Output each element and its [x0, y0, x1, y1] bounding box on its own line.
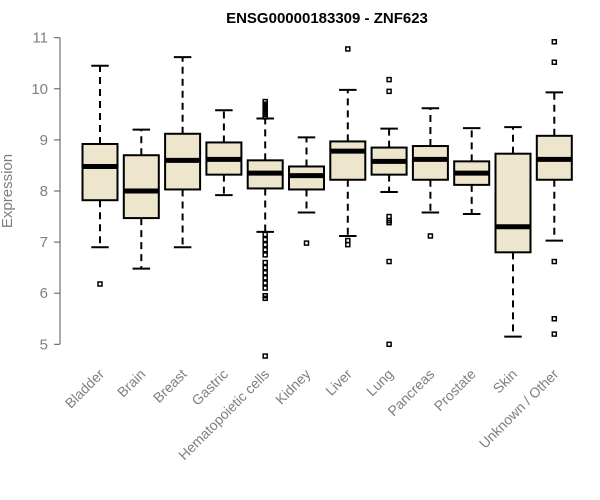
x-tick-label: Brain: [114, 366, 148, 400]
outlier-point: [262, 285, 268, 291]
outlier-point: [262, 252, 268, 258]
iqr-box: [411, 145, 449, 181]
y-axis: 5 6 7 8 9 10 11: [31, 30, 61, 353]
x-tick-label: Lung: [363, 366, 396, 399]
box-kidney: [288, 136, 325, 246]
box-bladder: [81, 64, 119, 287]
y-tick-label: 11: [32, 30, 48, 47]
outlier-point: [262, 247, 268, 253]
iqr-box: [329, 140, 367, 181]
box-skin: [494, 126, 532, 338]
outlier-point: [262, 114, 268, 120]
outlier-point: [262, 280, 268, 286]
iqr-box: [122, 154, 160, 220]
box-brain: [122, 128, 160, 270]
x-tick-label: Liver: [322, 366, 355, 399]
box-lung: [370, 76, 408, 348]
outlier-point: [262, 241, 268, 248]
x-tick-label: Kidney: [272, 366, 314, 408]
outlier-point: [345, 241, 351, 248]
y-tick-label: 7: [40, 234, 48, 251]
box-series: [81, 39, 573, 359]
x-tick-label: Bladder: [62, 366, 108, 412]
outlier-point: [262, 236, 268, 243]
outlier-point: [386, 88, 392, 95]
outlier-point: [262, 270, 268, 276]
outlier-point: [262, 231, 268, 238]
box-hematopoietic-cells: [246, 98, 284, 359]
box-prostate: [453, 127, 491, 215]
outlier-point: [386, 341, 392, 348]
y-tick-label: 5: [40, 336, 48, 353]
iqr-box: [494, 152, 532, 254]
outlier-point: [262, 353, 268, 359]
box-pancreas: [411, 107, 449, 239]
y-tick-label: 9: [40, 132, 48, 149]
outlier-point: [551, 331, 558, 337]
outlier-point: [262, 275, 268, 281]
outlier-point: [386, 258, 392, 265]
x-tick-label: Prostate: [431, 366, 479, 414]
outlier-point: [262, 259, 268, 266]
outlier-point: [262, 295, 268, 302]
outlier-point: [386, 219, 392, 226]
outlier-point: [303, 240, 310, 246]
box-breast: [164, 56, 202, 249]
outlier-point: [551, 258, 558, 265]
box-liver: [329, 46, 367, 248]
outlier-point: [345, 46, 351, 52]
chart-title: ENSG00000183309 - ZNF623: [226, 10, 428, 27]
y-tick-label: 8: [40, 183, 48, 200]
outlier-point: [551, 39, 558, 45]
outlier-point: [551, 316, 558, 322]
iqr-box: [81, 142, 119, 202]
x-tick-label: Skin: [490, 366, 521, 397]
box-gastric: [205, 109, 243, 197]
outlier-point: [386, 76, 392, 83]
box-unknown-other: [535, 39, 573, 337]
outlier-point: [427, 233, 434, 239]
outlier-point: [551, 59, 558, 65]
y-tick-label: 6: [40, 285, 48, 302]
x-tick-label: Breast: [150, 366, 190, 406]
y-tick-label: 10: [31, 81, 48, 98]
outlier-point: [262, 264, 268, 271]
outlier-point: [97, 281, 103, 287]
y-axis-label: Expression: [0, 154, 16, 228]
